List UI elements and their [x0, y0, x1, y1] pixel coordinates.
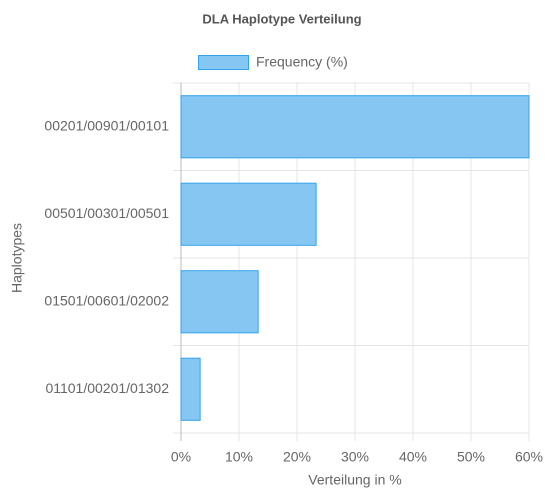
- bar: [180, 182, 317, 246]
- x-tick-label: 10%: [225, 449, 253, 465]
- y-axis-label: Haplotypes: [9, 223, 25, 293]
- legend-swatch: [198, 55, 249, 70]
- bar: [180, 95, 530, 159]
- x-tick-label: 50%: [457, 449, 485, 465]
- x-tick-label: 30%: [341, 449, 369, 465]
- y-tick-label: 01501/00601/02002: [44, 292, 169, 308]
- bar: [180, 270, 259, 334]
- y-tick-label: 00501/00301/00501: [44, 205, 169, 221]
- bar: [180, 357, 201, 421]
- y-tick-label: 01101/00201/01302: [45, 380, 169, 396]
- chart-title: DLA Haplotype Verteilung: [202, 11, 361, 26]
- x-tick-label: 60%: [515, 449, 543, 465]
- x-tick-label: 20%: [283, 449, 311, 465]
- x-axis-label: Verteilung in %: [308, 472, 401, 488]
- x-tick-label: 0%: [171, 449, 191, 465]
- legend-label: Frequency (%): [256, 54, 348, 70]
- y-tick-label: 00201/00901/00101: [44, 117, 169, 133]
- x-tick-label: 40%: [399, 449, 427, 465]
